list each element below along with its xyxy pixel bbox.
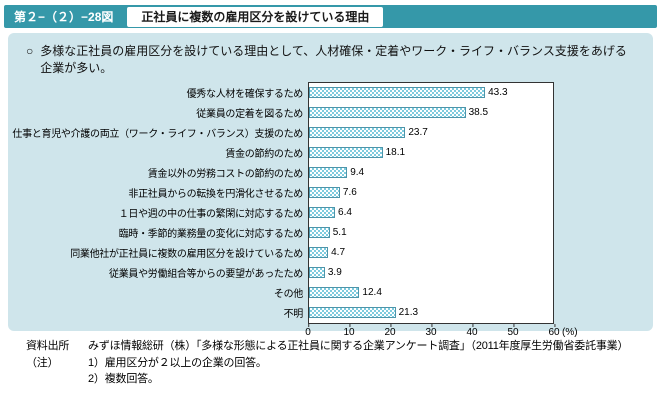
source-text: みずほ情報総研（株）「多様な形態による正社員に関する企業アンケート調査」（201… <box>88 340 629 352</box>
source-label: 資料出所 <box>26 340 70 352</box>
circle-bullet-icon: ○ <box>26 44 34 58</box>
bar-value: 9.4 <box>350 167 365 179</box>
bar <box>309 167 348 179</box>
note-1: 1）雇用区分が２以上の企業の回答。 <box>88 356 267 369</box>
chart-row: 4.7 <box>309 243 553 263</box>
figure-number: 第２−（２）−28図 <box>14 10 114 24</box>
chart-row: 18.1 <box>309 143 553 163</box>
chart-row: 21.3 <box>309 303 553 323</box>
bar <box>309 267 325 279</box>
category-labels: 優秀な人材を確保するため従業員の定着を図るため仕事と育児や介護の両立（ワーク・ラ… <box>12 82 308 340</box>
bar <box>309 127 406 139</box>
bar-value: 21.3 <box>398 307 419 319</box>
bar <box>309 107 466 119</box>
bar-value: 23.7 <box>408 127 428 139</box>
chart-panel: ○ 多様な正社員の雇用区分を設けている理由として、人材確保・定着やワーク・ライフ… <box>8 33 653 338</box>
note-2: 2）複数回答。 <box>88 373 159 385</box>
bar-value: 43.3 <box>488 87 508 99</box>
bar-value: 38.5 <box>468 107 489 119</box>
category-label: 非正社員からの転換を円滑化させるため <box>128 189 303 201</box>
x-axis: 0 10 20 30 40 50 60 (%) <box>305 323 578 340</box>
category-label: １日や週の中の仕事の繁閑に対応するため <box>118 209 304 221</box>
bar <box>309 87 486 99</box>
chart-row: 38.5 <box>309 103 553 123</box>
category-label: 従業員や労働組合等からの要望があったため <box>109 269 303 281</box>
x-tick-label: 50 <box>507 323 519 338</box>
category-label: その他 <box>273 289 303 301</box>
lead-text: 多様な正社員の雇用区分を設けている理由として、人材確保・定着やワーク・ライフ・バ… <box>40 44 627 76</box>
bar <box>309 187 340 199</box>
category-label: 優秀な人材を確保するため <box>186 89 304 101</box>
category-label: 従業員の定着を図るため <box>196 109 303 121</box>
category-label: 同業他社が正社員に複数の雇用区分を設けているため <box>70 249 303 261</box>
note-spacer <box>26 371 88 388</box>
x-tick-label: 10 <box>343 323 355 338</box>
x-axis-unit: (%) <box>562 326 578 338</box>
bar-value: 5.1 <box>332 227 347 239</box>
chart-row: 9.4 <box>309 163 553 183</box>
x-tick-label: 30 <box>425 323 437 338</box>
bar-value: 6.4 <box>338 207 352 219</box>
x-tick-label: 60 <box>548 323 560 338</box>
figure-header: 第２−（２）−28図 正社員に複数の雇用区分を設けている理由 <box>4 5 657 28</box>
lead-sentence: ○ 多様な正社員の雇用区分を設けている理由として、人材確保・定着やワーク・ライフ… <box>20 41 641 78</box>
chart-row: 6.4 <box>309 203 553 223</box>
x-tick-label: 0 <box>305 323 311 338</box>
chart-row: 7.6 <box>309 183 553 203</box>
chart-row: 12.4 <box>309 283 553 303</box>
bar-value: 12.4 <box>362 287 382 299</box>
x-tick-label: 20 <box>384 323 396 338</box>
figure-title: 正社員に複数の雇用区分を設けている理由 <box>127 6 384 27</box>
chart-row: 5.1 <box>309 223 553 243</box>
x-tick-label: 40 <box>466 323 478 338</box>
category-label: 賃金の節約のため <box>225 149 303 161</box>
bar-value: 7.6 <box>342 187 357 199</box>
bar <box>309 227 330 239</box>
plot-column: 43.3 38.5 23.7 18.1 9.4 7.6 6.4 5.1 4.7 3.9 12.4 21… <box>305 81 578 340</box>
chart-row: 3.9 <box>309 263 553 283</box>
bar <box>309 147 383 159</box>
plot-area: 43.3 38.5 23.7 18.1 9.4 7.6 6.4 5.1 4.7 3.9 12.4 21… <box>308 81 554 324</box>
bar <box>309 307 396 319</box>
category-label: 賃金以外の労務コストの節約のため <box>147 169 304 181</box>
bar <box>309 207 336 219</box>
chart-row: 43.3 <box>309 83 553 103</box>
category-label: 不明 <box>283 309 304 321</box>
source-notes: 資料出所 みずほ情報総研（株）「多様な形態による正社員に関する企業アンケート調査… <box>0 338 661 388</box>
bar <box>309 247 329 259</box>
bar-value: 18.1 <box>385 147 406 159</box>
bar-value: 3.9 <box>327 267 342 279</box>
category-label: 仕事と育児や介護の両立（ワーク・ライフ・バランス）支援のため <box>12 129 303 141</box>
note-label: （注） <box>26 356 59 369</box>
chart-row: 23.7 <box>309 123 553 143</box>
category-label: 臨時・季節的業務量の変化に対応するため <box>118 229 304 241</box>
bar-chart: 優秀な人材を確保するため従業員の定着を図るため仕事と育児や介護の両立（ワーク・ラ… <box>12 81 641 340</box>
bar-value: 4.7 <box>331 247 346 259</box>
bar <box>309 287 360 299</box>
